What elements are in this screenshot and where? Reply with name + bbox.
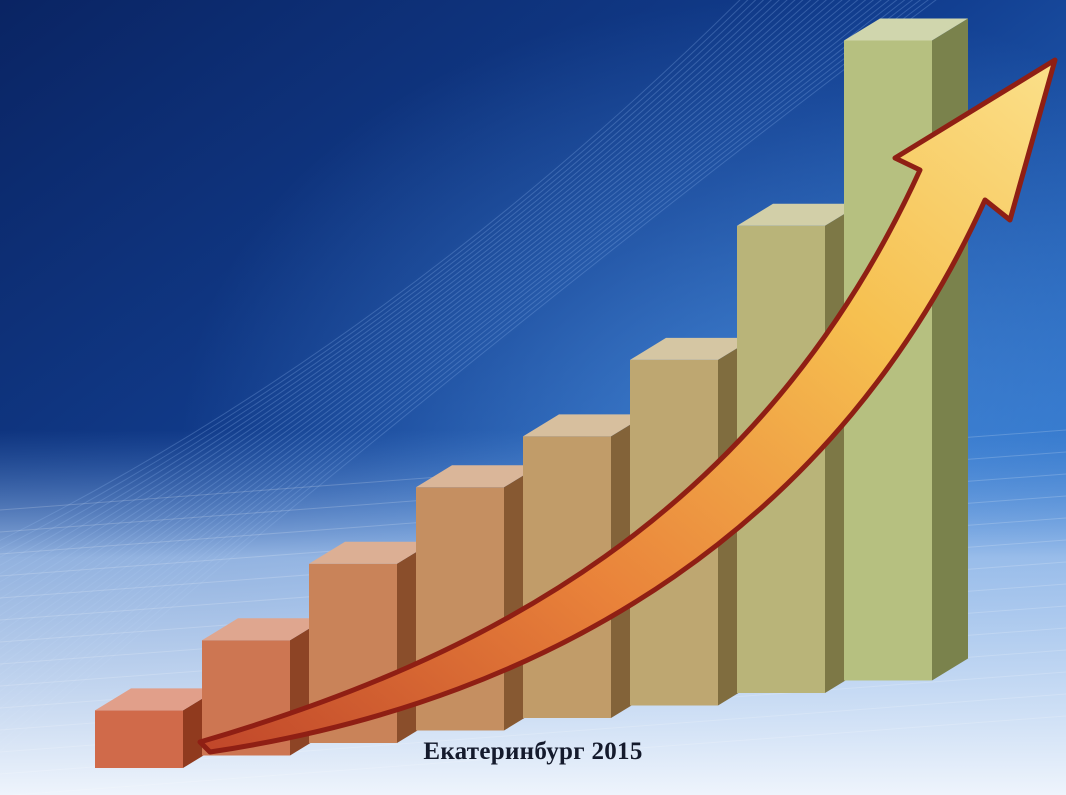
bar-top bbox=[95, 688, 219, 711]
bar-front bbox=[95, 710, 183, 768]
bar-top bbox=[309, 541, 433, 564]
bar-top bbox=[202, 618, 326, 641]
cover-caption: Екатеринбург 2015 bbox=[423, 738, 643, 765]
rising-arrow bbox=[197, 57, 1058, 755]
bar-top bbox=[630, 337, 754, 360]
bar-top bbox=[844, 18, 968, 41]
arrow-shape bbox=[197, 57, 1058, 755]
bar-top bbox=[523, 414, 647, 437]
bar-top bbox=[416, 465, 540, 488]
bar-top bbox=[737, 203, 861, 226]
floor-line bbox=[6, 715, 1066, 795]
